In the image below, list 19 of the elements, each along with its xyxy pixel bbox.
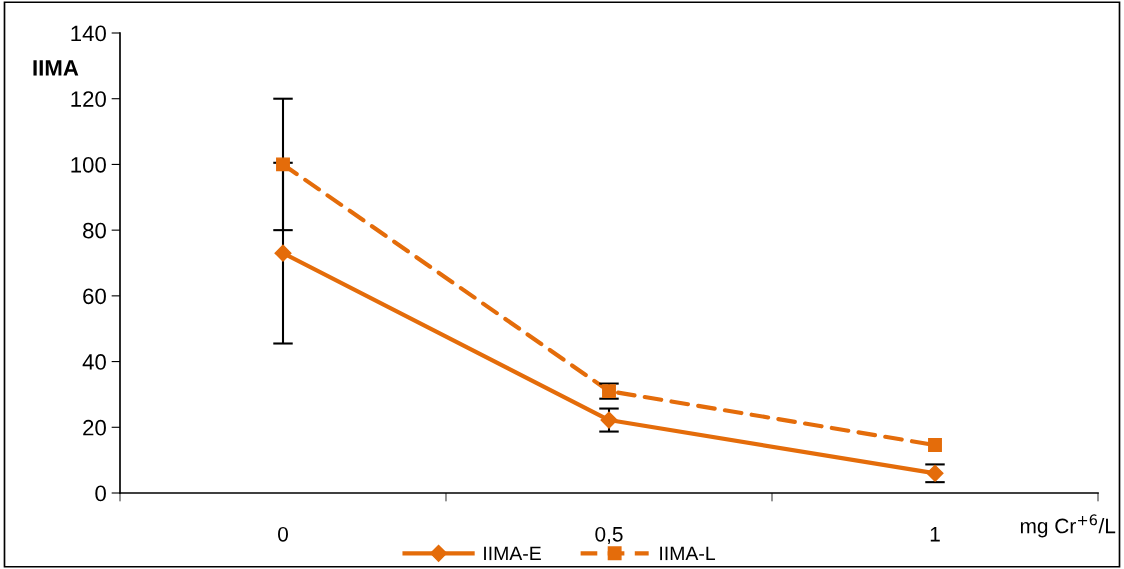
y-tick-label: 100 [71, 156, 106, 173]
y-tick-label: 140 [71, 25, 106, 42]
legend-label: IIMA-L [660, 546, 716, 561]
y-tick-label: 40 [82, 354, 106, 370]
y-tick-label: 60 [83, 288, 106, 305]
point [274, 244, 292, 262]
y-tick-label: 0 [95, 485, 106, 502]
point [928, 438, 942, 452]
x-tick-label: 0 [278, 526, 288, 542]
point [602, 384, 616, 399]
x-tick-label: 0,5 [595, 526, 623, 545]
y-tick-label: 120 [71, 91, 106, 107]
x-tick-label: 1 [930, 527, 940, 542]
y-axis-title: IIMA [33, 60, 79, 76]
x-axis-title: mg Cr$^{+6}$/L [1020, 514, 1116, 538]
point [276, 157, 290, 172]
y-tick-label: 80 [83, 222, 106, 239]
y-tick-label: 20 [83, 419, 106, 436]
legend-label: IIMA-E [484, 546, 541, 561]
